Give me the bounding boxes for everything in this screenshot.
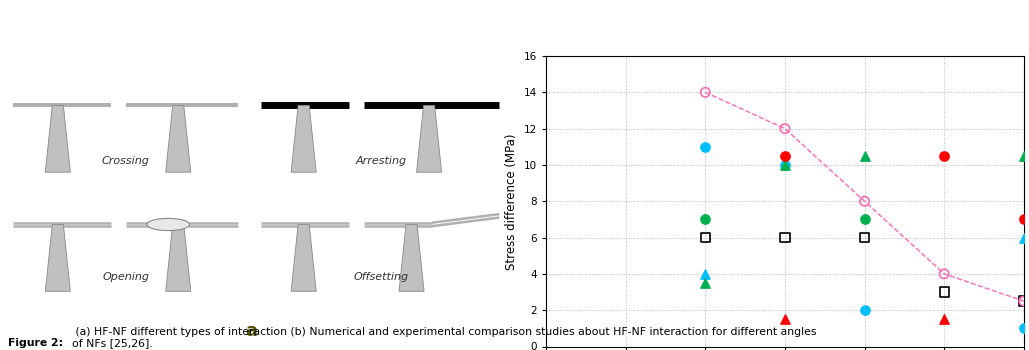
- Polygon shape: [166, 224, 190, 291]
- Point: [697, 90, 713, 95]
- Polygon shape: [417, 105, 441, 172]
- Point: [856, 307, 873, 313]
- Point: [777, 126, 793, 132]
- Point: [777, 153, 793, 159]
- Point: [856, 217, 873, 222]
- Point: [777, 235, 793, 240]
- Point: [856, 235, 873, 240]
- Ellipse shape: [147, 218, 189, 231]
- Polygon shape: [166, 105, 190, 172]
- Polygon shape: [291, 224, 316, 291]
- Point: [697, 235, 713, 240]
- Point: [936, 289, 953, 295]
- Point: [1016, 326, 1029, 331]
- Point: [697, 271, 713, 277]
- Text: a: a: [245, 322, 257, 340]
- Y-axis label: Stress difference (MPa): Stress difference (MPa): [505, 133, 519, 270]
- Polygon shape: [45, 105, 70, 172]
- Text: Figure 2:: Figure 2:: [8, 338, 64, 348]
- Point: [697, 144, 713, 149]
- Text: Arresting: Arresting: [356, 156, 407, 166]
- Point: [856, 153, 873, 159]
- Point: [1016, 235, 1029, 240]
- Text: Opening: Opening: [102, 272, 149, 282]
- Text: (a) HF-NF different types of interaction (b) Numerical and experimental comparis: (a) HF-NF different types of interaction…: [72, 327, 817, 348]
- Point: [856, 198, 873, 204]
- Point: [777, 162, 793, 168]
- Point: [777, 316, 793, 322]
- Point: [936, 316, 953, 322]
- Polygon shape: [399, 224, 424, 291]
- Point: [777, 162, 793, 168]
- Point: [1016, 298, 1029, 304]
- Polygon shape: [45, 224, 70, 291]
- Point: [1016, 153, 1029, 159]
- Point: [936, 271, 953, 277]
- Point: [697, 217, 713, 222]
- Point: [1016, 217, 1029, 222]
- Polygon shape: [291, 105, 316, 172]
- Text: Offsetting: Offsetting: [354, 272, 409, 282]
- Point: [1016, 298, 1029, 304]
- Text: Crossing: Crossing: [102, 156, 149, 166]
- Point: [936, 153, 953, 159]
- Point: [697, 280, 713, 286]
